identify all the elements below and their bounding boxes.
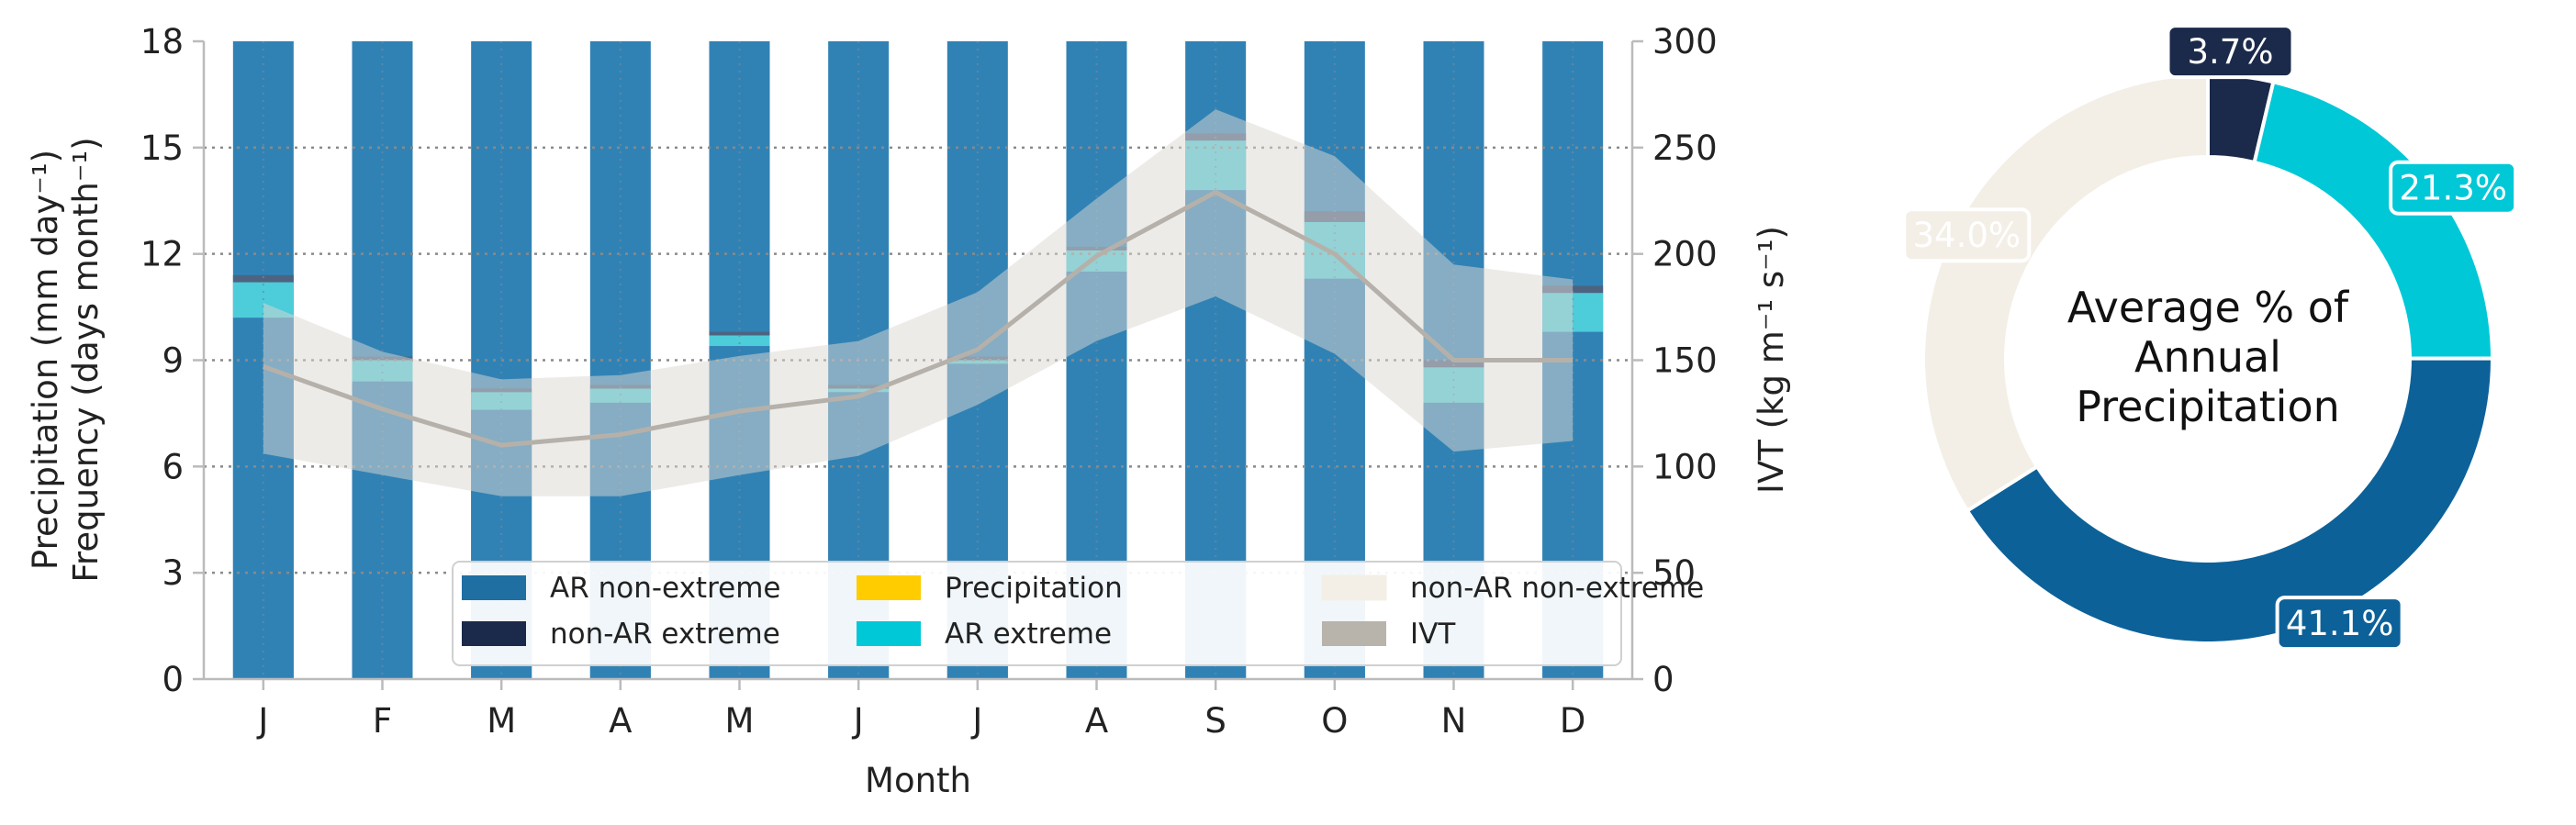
y2-tick-label: 100 <box>1652 447 1718 486</box>
x-tick-label: O <box>1321 701 1348 741</box>
monthly-climatology-panel: 0 3 6 9 12 15 18 0 50 100 150 200 250 300 J F M A M J J A S O N D… <box>26 22 1791 800</box>
donut-center-label: Annual <box>2134 332 2281 382</box>
y2-tick-label: 200 <box>1652 235 1718 274</box>
y-tick-label: 6 <box>162 447 184 486</box>
y-tick-label: 18 <box>140 22 184 61</box>
donut-center-label: Precipitation <box>2076 382 2340 431</box>
x-axis-label: Month <box>865 761 971 800</box>
y-tick-label: 15 <box>140 128 184 168</box>
x-tick-label: A <box>609 701 632 741</box>
y2-tick-label: 250 <box>1652 128 1718 168</box>
legend-label: IVT <box>1410 618 1456 651</box>
slice-label: 34.0% <box>1912 216 2021 255</box>
ivt-mean-line <box>262 189 1574 448</box>
bar-segment <box>709 335 770 347</box>
y-tick-label: 0 <box>162 660 184 699</box>
x-tick-label: D <box>1560 701 1586 741</box>
y2-axis-label: IVT (kg m⁻¹ s⁻¹) <box>1752 226 1791 494</box>
slice-label-box <box>2275 596 2404 652</box>
slice-label: 3.7% <box>2187 32 2273 72</box>
y2-tick-label: 50 <box>1652 553 1696 593</box>
y-axis-label-frequency: Frequency (days month⁻¹) <box>66 137 106 582</box>
legend-swatch <box>462 575 526 600</box>
slice-label-box <box>1902 207 2032 263</box>
y-axis-label-precipitation: Precipitation (mm day⁻¹) <box>26 150 65 570</box>
legend-swatch <box>857 621 921 646</box>
legend-label: Precipitation <box>945 572 1123 605</box>
x-tick-label: J <box>256 701 268 741</box>
x-tick-label: N <box>1441 701 1467 741</box>
legend-swatch <box>462 621 526 646</box>
slice-label: 21.3% <box>2399 169 2507 208</box>
legend: AR non-extreme non-AR extreme Precipitatio… <box>452 561 1704 666</box>
y-tick-label: 3 <box>162 553 184 593</box>
x-tick-label: M <box>725 701 755 741</box>
slice-label: 41.1% <box>2286 604 2394 643</box>
x-tick-label: J <box>852 701 864 741</box>
bar-segment <box>232 274 294 283</box>
legend-swatch <box>1322 621 1386 646</box>
x-tick-label: A <box>1085 701 1108 741</box>
donut-center-label: Average % of <box>2067 283 2350 332</box>
x-tick-label: J <box>970 701 982 741</box>
x-tick-label: M <box>487 701 516 741</box>
legend-label: non-AR extreme <box>550 618 780 651</box>
x-tick-label: F <box>373 701 392 741</box>
legend-swatch <box>857 575 921 600</box>
ivt-range-band <box>263 109 1574 496</box>
legend-label: AR extreme <box>945 618 1112 651</box>
x-tick-label: S <box>1204 701 1226 741</box>
donut-slice <box>1965 356 2495 645</box>
y2-tick-label: 150 <box>1652 341 1718 381</box>
legend-label: non-AR non-extreme <box>1410 572 1704 605</box>
slice-label-box <box>2166 24 2295 80</box>
y-tick-label: 9 <box>162 341 184 381</box>
y2-tick-label: 300 <box>1652 22 1718 61</box>
donut-slice <box>2252 79 2495 361</box>
y2-tick-label: 0 <box>1652 660 1674 699</box>
slice-label-box <box>2389 160 2518 216</box>
legend-swatch <box>1321 574 1387 601</box>
bar-segment <box>709 331 770 336</box>
precipitation-donut-panel: 3.7% 21.3% 41.1% 34.0% Average % ofAnnualPre… <box>1902 24 2518 652</box>
legend-label: AR non-extreme <box>550 572 780 605</box>
y-tick-label: 12 <box>140 235 184 274</box>
